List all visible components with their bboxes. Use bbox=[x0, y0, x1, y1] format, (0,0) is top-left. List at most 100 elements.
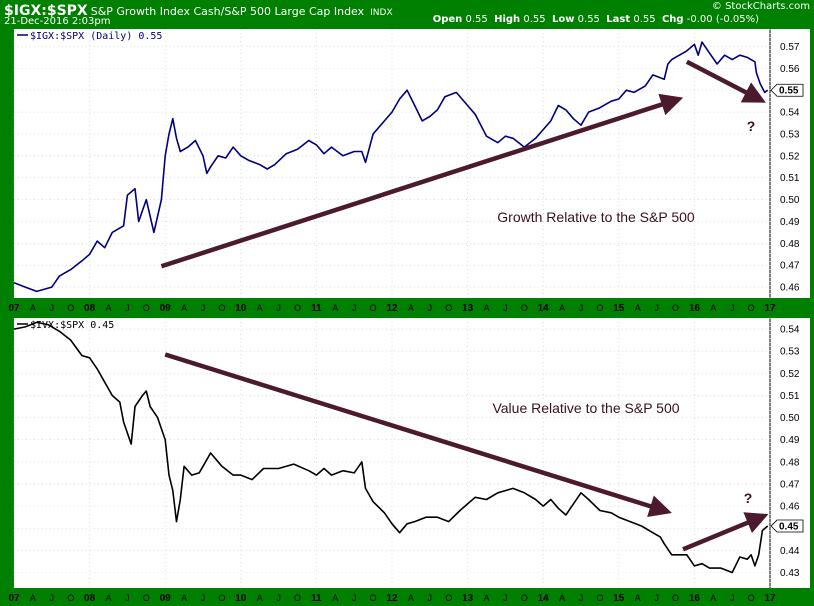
y-tick-label: 0.51 bbox=[780, 173, 800, 184]
low-value: 0.55 bbox=[577, 14, 600, 25]
x-tick-label: J bbox=[201, 593, 206, 603]
x-tick-label: 12 bbox=[386, 593, 398, 604]
high-label: High bbox=[494, 14, 521, 25]
x-tick-label: O bbox=[672, 593, 679, 603]
y-tick-label: 0.50 bbox=[780, 413, 800, 424]
x-tick-label: A bbox=[408, 303, 414, 313]
x-tick-label: O bbox=[521, 593, 528, 603]
y-tick-label: 0.43 bbox=[780, 568, 800, 579]
growth-panel: 0.46 0.47 0.48 0.49 0.50 0.51 0.52 0.53 0.54 0.55… bbox=[8, 29, 810, 314]
y-tick-label: 0.54 bbox=[780, 325, 800, 336]
chart-date: 21-Dec-2016 2:03pm bbox=[4, 16, 111, 27]
x-tick-label: J bbox=[276, 593, 281, 603]
x-tick-label: 14 bbox=[538, 593, 550, 604]
x-tick-label: A bbox=[257, 303, 263, 313]
x-tick-label: J bbox=[50, 593, 55, 603]
value-panel: 0.43 0.44 0.45 0.46 0.47 0.48 0.49 0.50 0.51 0.52… bbox=[8, 318, 810, 604]
chg-label: Chg bbox=[661, 14, 684, 25]
x-tick-label: 13 bbox=[462, 303, 474, 314]
y-tick-label: 0.47 bbox=[780, 261, 800, 272]
trend-arrow bbox=[160, 93, 684, 269]
trend-arrow bbox=[682, 512, 769, 552]
annotation-text: Value Relative to the S&P 500 bbox=[492, 400, 679, 416]
x-tick-label: J bbox=[730, 593, 735, 603]
high-value: 0.55 bbox=[523, 14, 546, 25]
x-tick-label: 08 bbox=[84, 593, 96, 604]
y-tick-label: 0.54 bbox=[780, 108, 800, 119]
y-tick-label: 0.46 bbox=[780, 502, 800, 513]
x-tick-label: 11 bbox=[311, 593, 322, 604]
x-tick-label: J bbox=[125, 593, 130, 603]
x-tick-label: O bbox=[445, 593, 452, 603]
x-tick-label: 14 bbox=[538, 303, 550, 314]
x-tick-label: O bbox=[218, 303, 225, 313]
x-tick-label: J bbox=[579, 303, 584, 313]
x-tick-label: O bbox=[370, 593, 377, 603]
y-tick-label: 0.53 bbox=[780, 129, 800, 140]
trend-arrow bbox=[685, 59, 766, 103]
x-tick-label: O bbox=[596, 593, 603, 603]
x-tick-label: O bbox=[143, 593, 150, 603]
x-tick-label: O bbox=[596, 303, 603, 313]
exchange-label: INDX bbox=[370, 8, 393, 18]
x-tick-label: J bbox=[276, 303, 281, 313]
series-line bbox=[13, 321, 769, 574]
last-value-label: 0.45 bbox=[779, 522, 799, 533]
x-tick-label: J bbox=[654, 303, 659, 313]
x-tick-label: A bbox=[483, 303, 489, 313]
last-value: 0.55 bbox=[633, 14, 656, 25]
x-tick-label: A bbox=[559, 593, 565, 603]
open-label: Open bbox=[432, 14, 463, 25]
x-tick-label: 10 bbox=[235, 593, 247, 604]
chg-value: -0.00 (-0.05%) bbox=[686, 14, 759, 25]
trend-arrow bbox=[164, 352, 672, 517]
x-tick-label: 08 bbox=[84, 303, 96, 314]
x-tick-label: O bbox=[143, 303, 150, 313]
y-axis-area bbox=[770, 29, 810, 298]
y-tick-label: 0.48 bbox=[780, 457, 800, 468]
x-tick-label: 15 bbox=[613, 593, 625, 604]
x-tick-label: A bbox=[483, 593, 489, 603]
x-tick-label: A bbox=[635, 593, 641, 603]
x-tick-label: A bbox=[105, 593, 111, 603]
legend-label: $IGX:$SPX (Daily) 0.55 bbox=[30, 31, 162, 42]
x-tick-label: O bbox=[218, 593, 225, 603]
low-label: Low bbox=[551, 14, 575, 25]
symbol-description: S&P Growth Index Cash/S&P 500 Large Cap … bbox=[90, 5, 365, 18]
x-tick-label: J bbox=[352, 593, 357, 603]
x-tick-label: A bbox=[257, 593, 263, 603]
x-tick-label: J bbox=[579, 593, 584, 603]
x-tick-label: J bbox=[201, 303, 206, 313]
y-tick-label: 0.44 bbox=[780, 546, 800, 557]
y-tick-label: 0.46 bbox=[780, 283, 800, 294]
y-tick-label: 0.49 bbox=[780, 217, 800, 228]
x-tick-label: 16 bbox=[689, 593, 701, 604]
open-value: 0.55 bbox=[465, 14, 488, 25]
x-tick-label: O bbox=[294, 593, 301, 603]
y-tick-label: 0.50 bbox=[780, 195, 800, 206]
x-tick-label: J bbox=[125, 303, 130, 313]
x-tick-label: A bbox=[635, 303, 641, 313]
x-tick-label: 13 bbox=[462, 593, 474, 604]
x-tick-label: J bbox=[730, 303, 735, 313]
x-tick-label: A bbox=[559, 303, 565, 313]
x-tick-label: 17 bbox=[764, 303, 776, 314]
x-tick-label: J bbox=[428, 593, 433, 603]
x-tick-label: J bbox=[352, 303, 357, 313]
x-tick-label: A bbox=[181, 303, 187, 313]
x-tick-label: J bbox=[503, 303, 508, 313]
stockcharts-logo: © StockCharts.com bbox=[711, 1, 810, 12]
series-line bbox=[13, 41, 769, 293]
last-value-label: 0.55 bbox=[779, 86, 799, 97]
y-tick-label: 0.48 bbox=[780, 239, 800, 250]
last-value-marker bbox=[770, 519, 804, 533]
x-tick-label: J bbox=[503, 593, 508, 603]
x-tick-label: 11 bbox=[311, 303, 322, 314]
x-tick-label: J bbox=[654, 593, 659, 603]
y-tick-label: 0.57 bbox=[780, 42, 800, 53]
x-tick-label: O bbox=[445, 303, 452, 313]
x-tick-label: O bbox=[521, 303, 528, 313]
last-label: Last bbox=[606, 14, 631, 25]
y-tick-label: 0.49 bbox=[780, 435, 800, 446]
chart-header: $IGX:$SPX S&P Growth Index Cash/S&P 500 L… bbox=[4, 0, 393, 19]
